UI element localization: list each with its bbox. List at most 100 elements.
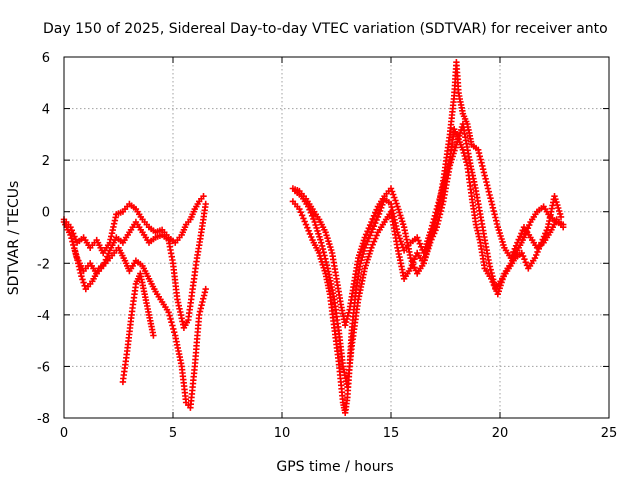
data-point-trace-g — [536, 242, 544, 249]
data-point-trace-f — [488, 201, 496, 208]
data-point-trace-c — [202, 285, 209, 293]
data-point-trace-f — [324, 235, 331, 242]
data-point-trace-g — [522, 259, 529, 266]
data-point-trace-g — [429, 233, 437, 240]
data-point-trace-f — [492, 214, 499, 221]
data-point-trace-c — [78, 273, 85, 280]
data-point-trace-f — [512, 242, 520, 249]
x-tick-label: 0 — [60, 426, 68, 441]
data-point-trace-e — [520, 234, 528, 241]
data-point-trace-g — [362, 262, 369, 269]
data-point-trace-f — [387, 185, 395, 192]
data-point-trace-f — [488, 198, 495, 205]
data-point-trace-g — [533, 251, 540, 259]
data-point-trace-c — [169, 322, 176, 329]
data-point-trace-g — [435, 217, 442, 224]
data-point-trace-f — [479, 162, 486, 170]
data-point-trace-g — [365, 253, 372, 260]
data-point-trace-f — [476, 153, 483, 160]
data-point-trace-g — [486, 263, 494, 270]
data-point-trace-g — [410, 259, 417, 266]
data-point-trace-f — [326, 240, 333, 248]
data-point-trace-g — [538, 239, 545, 246]
data-point-trace-c — [170, 325, 177, 333]
data-point-trace-e — [374, 213, 382, 221]
data-point-trace-f — [486, 191, 493, 199]
data-point-trace-g — [367, 247, 374, 254]
data-point-trace-e — [373, 216, 380, 224]
y-tick-label: -4 — [37, 309, 50, 324]
data-point-trace-f — [485, 188, 492, 195]
data-point-trace-f — [361, 234, 368, 241]
data-point-trace-f — [398, 215, 405, 222]
data-point-trace-f — [322, 229, 329, 236]
data-point-trace-e — [305, 227, 312, 234]
data-point-trace-f — [499, 238, 506, 246]
data-point-trace-g — [433, 224, 440, 231]
data-point-trace-d — [150, 332, 157, 339]
data-point-trace-e — [372, 219, 379, 227]
data-point-trace-f — [342, 322, 349, 329]
data-point-trace-f — [364, 228, 371, 235]
data-point-trace-g — [555, 204, 562, 212]
data-point-trace-a — [72, 236, 79, 243]
data-point-trace-f — [390, 191, 397, 198]
data-point-trace-f — [393, 200, 400, 207]
data-point-trace-c — [80, 279, 87, 286]
data-point-trace-f — [366, 221, 374, 229]
data-point-trace-e — [308, 233, 315, 241]
data-point-trace-f — [497, 232, 504, 240]
x-tick-label: 15 — [383, 426, 400, 441]
data-point-trace-a — [200, 193, 207, 200]
data-point-trace-g — [531, 254, 539, 262]
data-point-trace-f — [509, 251, 516, 259]
data-point-trace-f — [368, 218, 375, 226]
data-point-trace-g — [422, 254, 429, 261]
data-point-trace-g — [407, 265, 414, 272]
data-point-trace-g — [427, 239, 434, 246]
data-point-trace-f — [407, 254, 414, 262]
data-point-trace-e — [369, 226, 376, 233]
data-point-trace-g — [318, 239, 325, 246]
data-point-trace-g — [370, 238, 378, 245]
data-point-trace-g — [420, 260, 427, 267]
data-point-trace-f — [365, 225, 372, 232]
data-point-trace-g — [451, 147, 458, 154]
data-point-trace-g — [518, 249, 525, 257]
data-point-trace-f — [395, 206, 402, 213]
data-point-trace-c — [200, 295, 207, 302]
data-point-trace-c — [171, 329, 178, 336]
chart-title: Day 150 of 2025, Sidereal Day-to-day VTE… — [43, 21, 608, 37]
data-point-trace-c — [165, 309, 172, 316]
data-point-trace-e — [300, 215, 307, 222]
data-point-trace-b — [67, 231, 74, 239]
data-point-trace-g — [431, 230, 438, 237]
data-point-trace-g — [311, 218, 318, 226]
data-point-trace-f — [357, 246, 365, 253]
data-point-trace-g — [521, 256, 528, 263]
data-point-trace-f — [345, 309, 352, 316]
data-point-trace-f — [328, 246, 335, 254]
data-point-trace-f — [391, 194, 398, 201]
data-point-trace-e — [304, 224, 311, 231]
data-point-trace-g — [489, 273, 496, 280]
data-point-trace-g — [313, 224, 320, 232]
data-points — [60, 59, 567, 416]
data-point-trace-f — [369, 215, 376, 223]
data-point-trace-e — [365, 235, 372, 242]
data-point-trace-g — [453, 141, 460, 148]
data-point-trace-f — [388, 188, 396, 195]
data-point-trace-e — [414, 234, 421, 241]
x-axis-label: GPS time / hours — [276, 459, 393, 475]
data-point-trace-c — [167, 315, 174, 323]
data-point-trace-f — [511, 245, 518, 252]
data-point-trace-f — [483, 178, 490, 186]
data-point-trace-g — [373, 232, 380, 239]
data-point-trace-e — [415, 237, 422, 244]
data-point-trace-e — [368, 229, 375, 236]
data-point-trace-e — [416, 240, 423, 247]
data-point-trace-e — [302, 221, 310, 228]
y-tick-label: 0 — [42, 206, 50, 221]
data-point-trace-e — [366, 232, 374, 239]
